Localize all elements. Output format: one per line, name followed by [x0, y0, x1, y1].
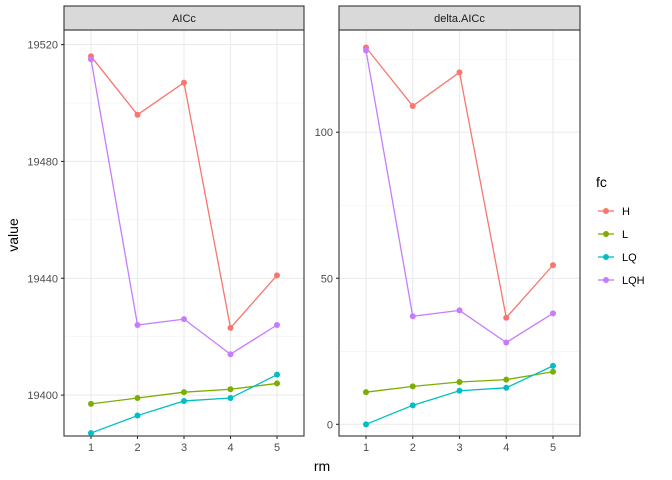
- y-tick-label: 100: [315, 127, 333, 139]
- facet-strip-label: AICc: [172, 13, 196, 25]
- y-tick-label: 19520: [27, 40, 58, 52]
- data-point-LQH: [134, 322, 141, 329]
- legend-key-point-LQH: [603, 277, 609, 283]
- data-point-LQH: [456, 307, 463, 314]
- data-point-L: [409, 383, 416, 390]
- data-point-LQ: [550, 362, 556, 369]
- data-point-LQ: [227, 395, 234, 402]
- x-axis-title: rm: [314, 458, 330, 474]
- x-tick-label: 2: [410, 442, 416, 454]
- x-tick-label: 5: [274, 442, 280, 454]
- data-point-H: [274, 272, 280, 279]
- data-point-L: [181, 389, 187, 396]
- legend-key-point-LQ: [603, 254, 609, 260]
- data-point-LQ: [363, 421, 369, 428]
- data-point-L: [134, 395, 141, 402]
- legend-label-H: H: [622, 206, 630, 218]
- data-point-LQ: [181, 397, 187, 404]
- legend-key-point-L: [603, 231, 609, 237]
- x-tick-label: 3: [181, 442, 187, 454]
- y-tick-label: 0: [327, 419, 333, 431]
- data-point-H: [550, 262, 556, 269]
- data-point-LQH: [503, 339, 510, 346]
- data-point-LQH: [227, 351, 234, 358]
- data-point-H: [181, 79, 187, 86]
- data-point-LQ: [134, 412, 141, 419]
- y-axis-title: value: [5, 218, 21, 252]
- data-point-L: [363, 389, 369, 396]
- data-point-H: [134, 111, 141, 118]
- legend-label-L: L: [622, 229, 628, 241]
- y-tick-label: 19440: [27, 273, 58, 285]
- data-point-LQH: [274, 322, 280, 329]
- data-point-LQH: [409, 313, 416, 320]
- data-point-LQ: [503, 384, 510, 391]
- data-point-LQH: [88, 56, 94, 63]
- y-tick-label: 50: [321, 273, 333, 285]
- x-tick-label: 4: [503, 442, 509, 454]
- y-tick-label: 19480: [27, 156, 58, 168]
- data-point-L: [227, 386, 234, 393]
- data-point-H: [456, 69, 463, 76]
- y-tick-label: 19400: [27, 390, 58, 402]
- x-tick-label: 1: [88, 442, 94, 454]
- x-tick-label: 4: [227, 442, 233, 454]
- data-point-LQH: [363, 47, 369, 54]
- facet-strip-label: delta.AICc: [434, 13, 485, 25]
- x-tick-label: 5: [550, 442, 556, 454]
- x-tick-label: 3: [456, 442, 462, 454]
- data-point-LQH: [550, 310, 556, 317]
- data-point-LQ: [409, 402, 416, 409]
- legend-label-LQH: LQH: [622, 275, 645, 287]
- facet-strip: [338, 5, 581, 31]
- x-tick-label: 2: [134, 442, 140, 454]
- data-point-L: [503, 376, 510, 383]
- data-point-LQ: [274, 371, 280, 378]
- data-point-LQH: [181, 316, 187, 323]
- legend-label-LQ: LQ: [622, 252, 637, 264]
- data-point-H: [503, 314, 510, 321]
- data-point-L: [88, 400, 94, 407]
- data-point-L: [550, 368, 556, 375]
- data-point-LQ: [456, 387, 463, 394]
- x-tick-label: 1: [363, 442, 369, 454]
- data-point-L: [274, 380, 280, 387]
- legend-title: fc: [596, 174, 607, 190]
- data-point-LQ: [88, 430, 94, 437]
- data-point-H: [227, 324, 234, 331]
- legend-key-point-H: [603, 208, 609, 214]
- facet-strip: [63, 5, 305, 31]
- data-point-H: [409, 102, 416, 109]
- data-point-L: [456, 378, 463, 385]
